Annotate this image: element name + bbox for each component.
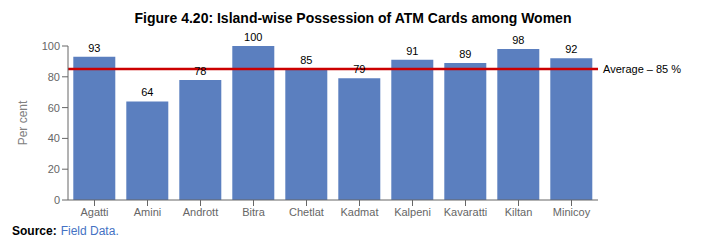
html-text:Source: Field Data.: Source: Field Data.	[12, 224, 119, 238]
svg-text:Kalpeni: Kalpeni	[394, 206, 431, 218]
svg-text:20: 20	[48, 163, 60, 175]
svg-text:100: 100	[42, 40, 60, 52]
svg-text:100: 100	[244, 31, 262, 43]
svg-text:78: 78	[194, 65, 206, 77]
svg-text:93: 93	[88, 42, 100, 54]
svg-text:Bitra: Bitra	[242, 206, 266, 218]
svg-text:Minicoy: Minicoy	[553, 206, 591, 218]
svg-text:98: 98	[512, 34, 524, 46]
svg-text:Kavaratti: Kavaratti	[444, 206, 487, 218]
svg-text:Amini: Amini	[134, 206, 162, 218]
svg-text:80: 80	[48, 71, 60, 83]
svg-text:0: 0	[54, 194, 60, 206]
svg-text:85: 85	[300, 54, 312, 66]
svg-text:91: 91	[406, 45, 418, 57]
svg-text:79: 79	[353, 63, 365, 75]
svg-text:Per cent: Per cent	[16, 100, 30, 145]
svg-text:92: 92	[565, 43, 577, 55]
svg-text:Kiltan: Kiltan	[505, 206, 533, 218]
svg-text:89: 89	[459, 48, 471, 60]
svg-text:Average – 85 %: Average – 85 %	[603, 63, 681, 75]
svg-text:40: 40	[48, 132, 60, 144]
svg-text:Agatti: Agatti	[80, 206, 108, 218]
svg-text:64: 64	[141, 86, 153, 98]
svg-text:60: 60	[48, 102, 60, 114]
svg-text:Chetlat: Chetlat	[289, 206, 324, 218]
html-text:Figure 4.20: Island-wise Posse: Figure 4.20: Island-wise Possession of A…	[134, 10, 572, 26]
svg-text:Andrott: Andrott	[183, 206, 218, 218]
svg-text:Kadmat: Kadmat	[341, 206, 379, 218]
